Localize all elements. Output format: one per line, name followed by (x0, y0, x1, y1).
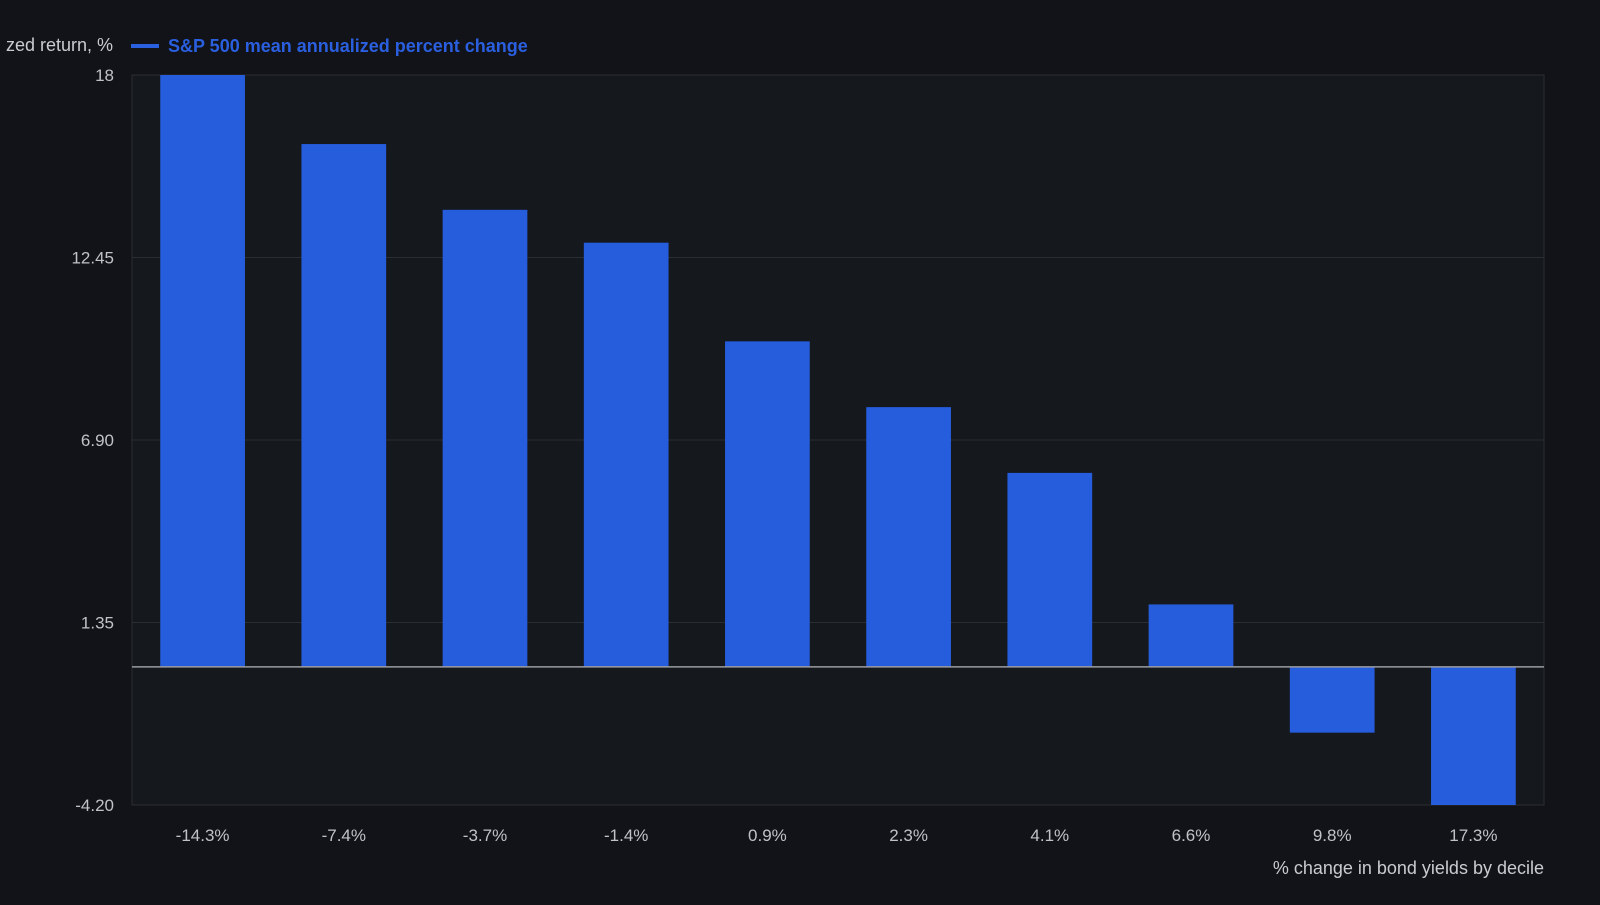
bar-6[interactable] (866, 407, 951, 667)
bar-5[interactable] (725, 341, 810, 667)
y-tick-label: 1.35 (81, 614, 114, 633)
bar-9[interactable] (1289, 666, 1375, 733)
x-tick-label: 6.6% (1172, 826, 1211, 845)
y-axis-title: zed return, % (6, 35, 113, 55)
x-tick-label: 2.3% (889, 826, 928, 845)
y-tick-label: 6.90 (81, 431, 114, 450)
bar-8[interactable] (1148, 604, 1234, 667)
bar-10[interactable] (1431, 666, 1516, 805)
x-tick-label: 9.8% (1313, 826, 1352, 845)
legend[interactable]: S&P 500 mean annualized percent change (131, 36, 528, 56)
y-tick-label: 18 (95, 66, 114, 85)
x-axis-title: % change in bond yields by decile (1273, 858, 1544, 878)
bars (160, 75, 1516, 805)
x-tick-label: 4.1% (1030, 826, 1069, 845)
x-tick-label: 0.9% (748, 826, 787, 845)
y-tick-label: 12.45 (71, 249, 114, 268)
bar-3[interactable] (442, 209, 528, 667)
x-tick-labels: -14.3% -7.4% -3.7% -1.4% 0.9% 2.3% 4.1% 6.6% 9.8… (176, 826, 1498, 845)
bar-1[interactable] (160, 75, 245, 667)
bar-2[interactable] (301, 144, 387, 667)
x-tick-label: -1.4% (604, 826, 648, 845)
x-tick-label: 17.3% (1449, 826, 1497, 845)
y-tick-label: -4.20 (75, 796, 114, 815)
x-tick-label: -3.7% (463, 826, 507, 845)
legend-label: S&P 500 mean annualized percent change (168, 36, 528, 56)
bar-4[interactable] (583, 242, 669, 667)
x-tick-label: -14.3% (176, 826, 230, 845)
x-tick-label: -7.4% (322, 826, 366, 845)
bar-7[interactable] (1007, 472, 1093, 667)
y-tick-labels: 18 12.45 6.90 1.35 -4.20 (71, 66, 114, 815)
